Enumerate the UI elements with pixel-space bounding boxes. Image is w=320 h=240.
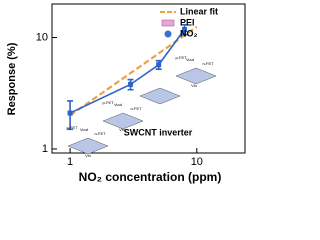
annotation: Vout	[186, 57, 195, 62]
y-axis-label: Response (%)	[6, 42, 18, 115]
annotation: Vout	[80, 127, 89, 132]
point	[128, 81, 134, 87]
chart: Response (%) NO₂ concentration (ppm) 1 10…	[6, 3, 246, 184]
point	[156, 62, 162, 68]
annotation: Vout	[114, 102, 123, 107]
point	[182, 27, 188, 33]
legend-label: NO₂	[180, 28, 198, 38]
legend-label: PEI	[180, 17, 195, 27]
annotation: Vin	[119, 127, 125, 132]
legend-label: Linear fit	[180, 6, 218, 16]
point	[67, 110, 73, 116]
inset-diagrams	[67, 67, 217, 155]
y-tick-label: 10	[36, 31, 48, 43]
annotation: Vin	[85, 153, 91, 158]
x-tick-label: 10	[191, 156, 203, 168]
annotation: n-FET	[202, 61, 214, 66]
y-tick-label: 1	[42, 143, 48, 155]
series-line	[69, 25, 198, 117]
series-line	[69, 29, 186, 114]
legend-swatch	[164, 30, 172, 38]
annotation: n-FET	[130, 106, 142, 111]
annotation: p-FET	[66, 125, 78, 130]
annotation: Vin	[191, 83, 197, 88]
legend-swatch	[161, 19, 175, 27]
annotation: n-FET	[94, 131, 106, 136]
x-axis-label: NO₂ concentration (ppm)	[79, 170, 222, 184]
annotation: SWCNT inverter	[124, 127, 193, 137]
annotation: p-FET	[175, 55, 187, 60]
plot-frame	[51, 3, 246, 154]
x-tick-label: 1	[67, 156, 73, 168]
annotation: p-FET	[102, 100, 114, 105]
